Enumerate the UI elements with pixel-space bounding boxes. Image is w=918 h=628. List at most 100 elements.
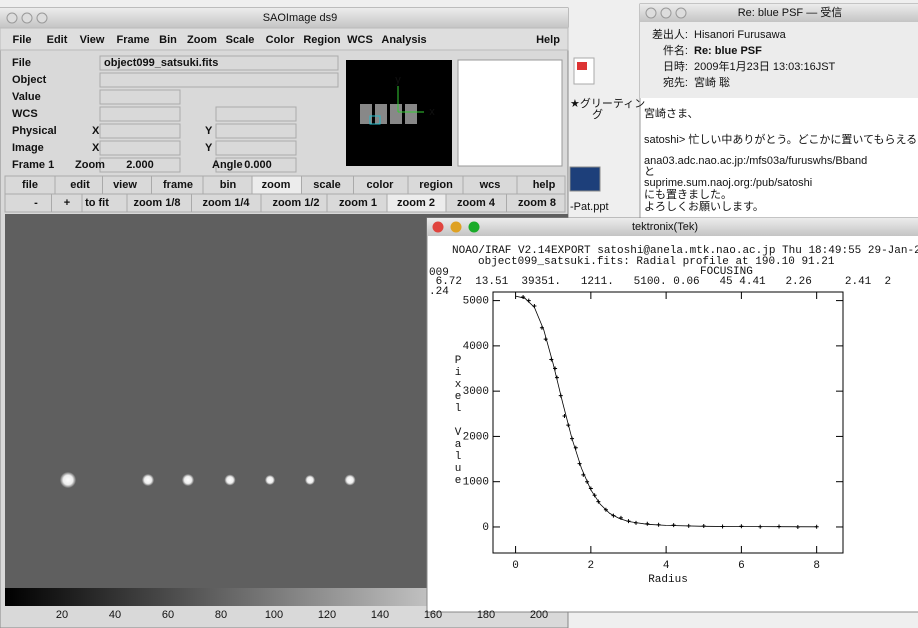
data-point [795,524,800,529]
colorbar-label: 140 [371,609,389,621]
x-tick-label: 6 [738,560,745,572]
icon-label[interactable]: -Pat.ppt [570,201,609,213]
button-label[interactable]: zoom 1/4 [202,197,250,209]
menu-item[interactable]: Frame [116,34,149,46]
menu-item[interactable]: Edit [47,34,68,46]
button-label[interactable]: - [34,197,38,209]
window-title: tektronix(Tek) [632,221,698,233]
button-label[interactable]: to fit [85,197,109,209]
stats-line: 009 [429,267,449,279]
data-point [554,375,559,380]
colorbar-label: 60 [162,609,174,621]
colorbar-label: 180 [477,609,495,621]
header-label: 宛先: [663,75,688,89]
button-label[interactable]: zoom 4 [457,197,496,209]
header-label: 日時: [663,60,688,73]
file-name: object099_satsuki.fits [104,57,218,69]
colorbar-label: 40 [109,609,121,621]
icon-label[interactable]: グ [592,107,603,121]
focusing-label: FOCUSING [700,266,753,278]
colorbar-label: 200 [530,609,548,621]
icon-label[interactable]: ★グリーティン [570,96,645,110]
y-tick-label: 0 [482,522,489,534]
mail-window [639,3,918,219]
data-point [526,298,531,303]
button-label[interactable]: + [64,197,70,209]
header-value: 2009年1月23日 13:03:16JST [694,59,836,73]
menu-item[interactable]: Color [266,34,295,46]
button-label[interactable]: bin [220,179,237,191]
button-label[interactable]: region [419,179,453,191]
button-label[interactable]: edit [70,179,90,191]
data-point [539,325,544,330]
panner-label: y [395,74,401,86]
stats-line: 6.72 13.51 39351. 1211. 5100. 0.06 45 4.… [429,276,891,288]
button-label[interactable]: zoom 1/8 [133,197,180,209]
label: Angle [212,159,243,171]
x-axis-label: Radius [648,574,688,586]
menu-item[interactable]: WCS [347,34,373,46]
colorbar-label: 100 [265,609,283,621]
button-label[interactable]: zoom 1/2 [272,197,319,209]
menu-item[interactable]: Region [303,34,341,46]
menu-item[interactable]: Zoom [187,34,217,46]
colorbar-label: 120 [318,609,336,621]
button-label[interactable]: help [533,179,556,191]
button-label[interactable]: wcs [479,179,501,191]
field [99,157,181,173]
menu-item[interactable]: Scale [226,34,255,46]
header-value: Re: blue PSF [694,45,762,57]
y-tick-label: 1000 [463,477,489,489]
button-label[interactable]: zoom [262,179,291,191]
field [215,123,297,139]
field [99,72,339,88]
field [215,106,297,122]
menu-item[interactable]: File [13,34,32,46]
colorbar-label: 20 [56,609,68,621]
data-point [573,445,578,450]
data-point [588,486,593,491]
data-point [532,304,537,309]
body-line: satoshi> 忙しい中ありがとう。どこかに置いてもらえると助か [644,132,918,146]
data-point [543,337,548,342]
data-point [596,499,601,504]
button[interactable] [4,193,52,213]
button-label[interactable]: zoom 1 [339,197,377,209]
button-label[interactable]: view [113,179,137,191]
body-line: にも置きました。 [644,188,732,201]
menu-item[interactable]: Help [536,34,560,46]
body-line: と [644,165,655,178]
button[interactable] [506,193,566,213]
plot-frame [492,291,844,554]
body-line: よろしくお願いします。 [644,200,764,213]
data-point [553,366,558,371]
data-point [645,521,650,526]
button-label[interactable]: scale [313,179,341,191]
x-tick-label: 8 [813,560,820,572]
y-tick-label: 5000 [463,296,489,308]
window-title: SAOImage ds9 [263,12,338,24]
data-point [634,520,639,525]
menu-item[interactable]: Analysis [381,34,426,46]
data-point [603,507,608,512]
data-point [566,423,571,428]
label: Image [12,142,44,154]
label: X [92,142,100,154]
data-point [521,294,526,299]
data-point [720,524,725,529]
label: File [12,57,31,69]
button-label[interactable]: zoom 8 [518,197,556,209]
menu-item[interactable]: View [80,34,105,46]
button-label[interactable]: zoom 2 [397,197,435,209]
field [99,123,181,139]
data-point [570,436,575,441]
button-label[interactable]: frame [163,179,193,191]
desktop-icon[interactable] [569,57,601,192]
button-label[interactable]: color [367,179,395,191]
header-value: 宮崎 聡 [694,75,730,89]
menu-item[interactable]: Bin [159,34,177,46]
field [99,55,339,71]
data-point [581,472,586,477]
data-point [585,479,590,484]
button-label[interactable]: file [22,179,38,191]
